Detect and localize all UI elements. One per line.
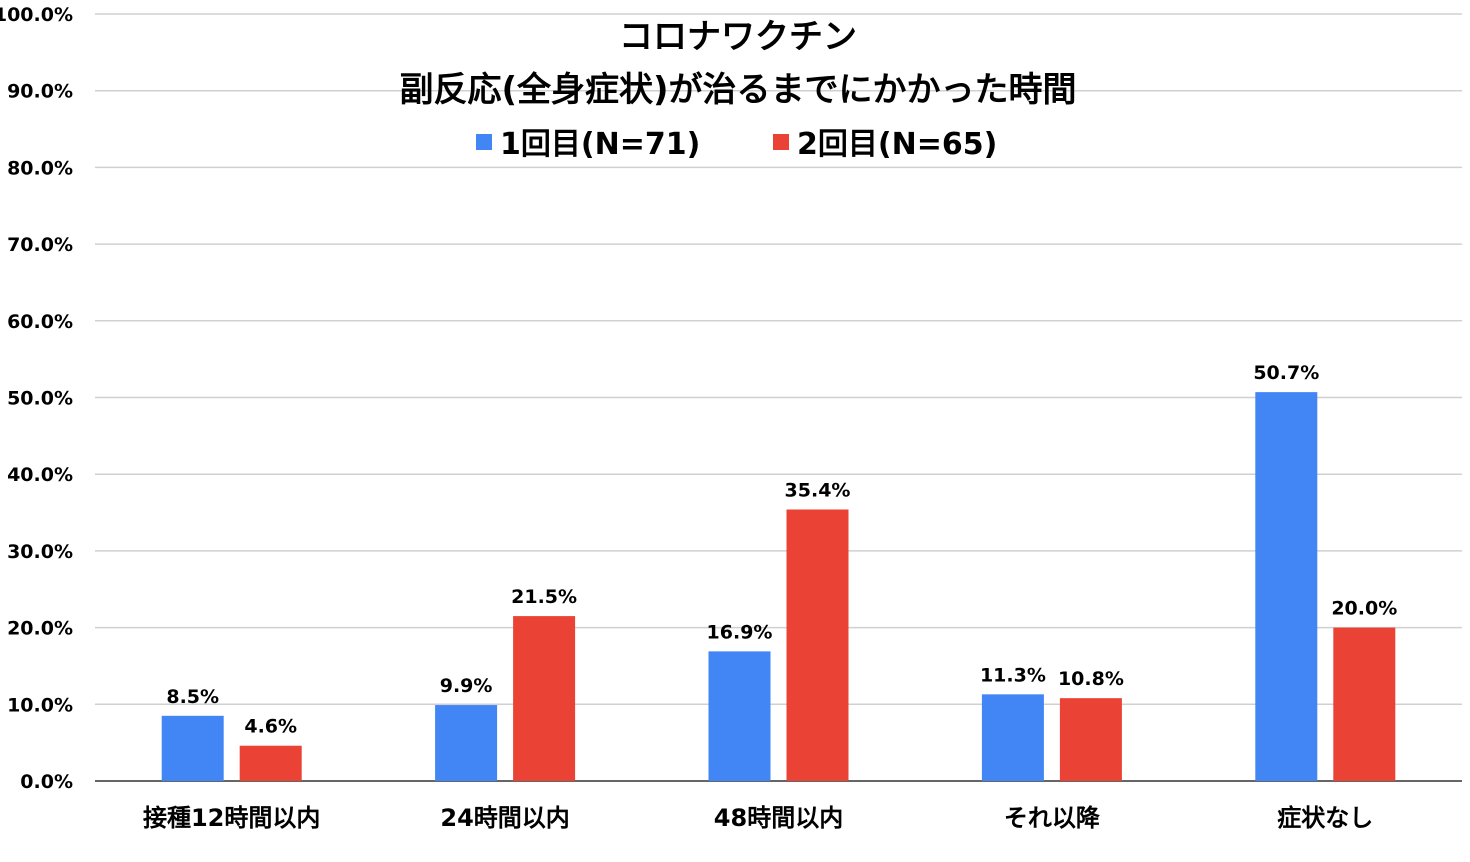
bar-series-1-cat-5 xyxy=(1255,392,1318,781)
data-label-series-2-cat-1: 4.6% xyxy=(244,716,297,738)
legend-swatch-series-2 xyxy=(773,134,789,150)
bar-series-1-cat-4 xyxy=(981,694,1044,781)
legend: 1回目(N=71) 2回目(N=65) xyxy=(476,127,997,162)
data-label-series-2-cat-4: 10.8% xyxy=(1058,668,1124,690)
y-tick-label: 10.0% xyxy=(7,694,73,716)
y-axis-ticks: 0.0% 10.0% 20.0% 30.0% 40.0% 50.0% 60.0% 70.0% 8… xyxy=(0,4,73,793)
y-tick-label: 20.0% xyxy=(7,618,73,640)
bars xyxy=(161,392,1396,781)
bar-series-1-cat-1 xyxy=(161,715,224,781)
data-label-series-1-cat-5: 50.7% xyxy=(1253,362,1319,384)
x-tick-label: それ以降 xyxy=(1004,804,1101,832)
y-tick-label: 80.0% xyxy=(7,157,73,179)
chart-title-line-1: コロナワクチン xyxy=(619,17,857,57)
data-labels: 8.5% 4.6% 9.9% 21.5% 16.9% 35.4% 11.3% 10.8% 50.… xyxy=(166,362,1397,738)
data-label-series-2-cat-3: 35.4% xyxy=(785,479,851,501)
bar-series-2-cat-2 xyxy=(513,616,576,781)
bar-series-1-cat-3 xyxy=(708,651,771,781)
y-tick-label: 60.0% xyxy=(7,311,73,333)
data-label-series-2-cat-2: 21.5% xyxy=(511,586,577,608)
data-label-series-1-cat-3: 16.9% xyxy=(707,621,773,643)
chart-title-line-2: 副反応(全身症状)が治るまでにかかった時間 xyxy=(399,70,1076,110)
x-axis-ticks: 接種12時間以内 24時間以内 48時間以内 それ以降 症状なし xyxy=(143,804,1373,832)
data-label-series-1-cat-1: 8.5% xyxy=(166,686,219,708)
x-tick-label: 接種12時間以内 xyxy=(143,804,320,832)
legend-swatch-series-1 xyxy=(476,134,492,150)
y-tick-label: 0.0% xyxy=(20,771,73,793)
y-tick-label: 90.0% xyxy=(7,81,73,103)
chart-title: コロナワクチン 副反応(全身症状)が治るまでにかかった時間 xyxy=(399,17,1076,110)
y-tick-label: 100.0% xyxy=(0,4,73,26)
bar-series-2-cat-5 xyxy=(1333,627,1396,781)
x-tick-label: 症状なし xyxy=(1277,804,1373,832)
y-tick-label: 70.0% xyxy=(7,234,73,256)
x-tick-label: 24時間以内 xyxy=(440,804,569,832)
gridlines xyxy=(95,13,1462,782)
y-tick-label: 40.0% xyxy=(7,464,73,486)
bar-series-1-cat-2 xyxy=(435,705,498,781)
legend-label-series-2: 2回目(N=65) xyxy=(797,127,997,162)
data-label-series-2-cat-5: 20.0% xyxy=(1331,598,1397,620)
bar-series-2-cat-1 xyxy=(239,745,302,781)
bar-series-2-cat-4 xyxy=(1059,698,1122,781)
bar-series-2-cat-3 xyxy=(786,509,849,781)
legend-label-series-1: 1回目(N=71) xyxy=(500,127,700,162)
y-tick-label: 50.0% xyxy=(7,388,73,410)
data-label-series-1-cat-2: 9.9% xyxy=(440,675,493,697)
x-tick-label: 48時間以内 xyxy=(714,804,843,832)
data-label-series-1-cat-4: 11.3% xyxy=(980,664,1046,686)
y-tick-label: 30.0% xyxy=(7,541,73,563)
